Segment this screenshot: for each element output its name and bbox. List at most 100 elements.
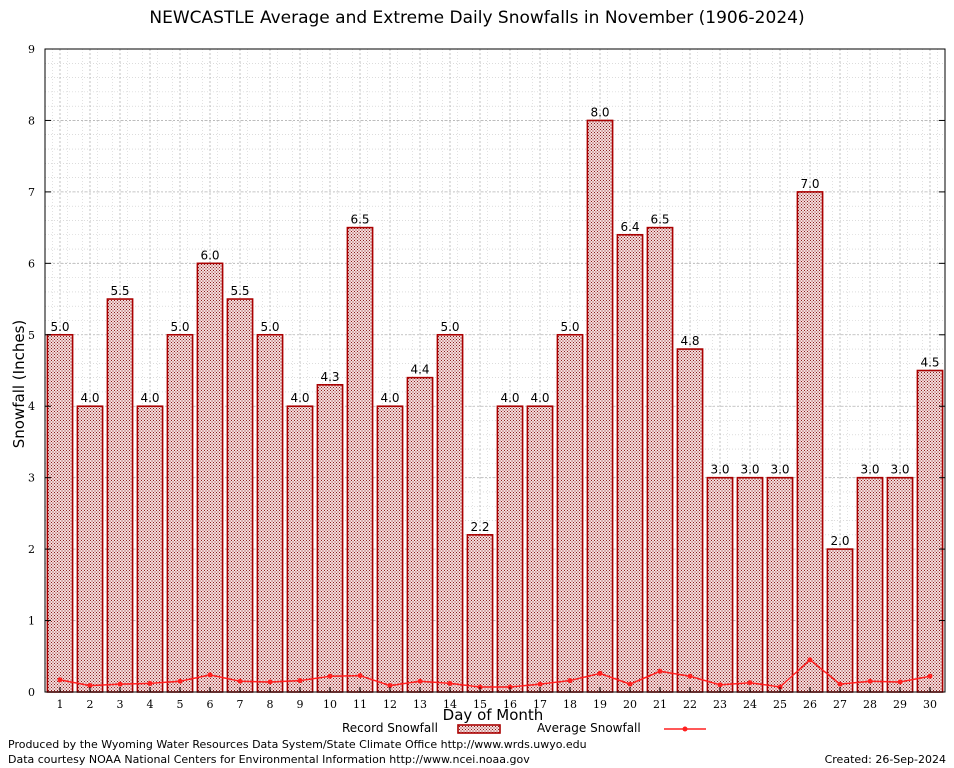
bar-day-13 <box>406 376 434 693</box>
average-point-day-7 <box>237 678 243 684</box>
bar-value-label: 2.0 <box>830 534 849 548</box>
bar-value-label: 4.8 <box>680 334 699 348</box>
x-tick-label: 7 <box>237 698 244 711</box>
bar-value-label: 6.4 <box>620 220 639 234</box>
legend-record-label: Record Snowfall <box>342 721 438 735</box>
bar-value-label: 5.0 <box>440 320 459 334</box>
bar-value-label: 5.5 <box>110 284 129 298</box>
average-line <box>57 657 933 690</box>
bar-day-18 <box>556 333 584 693</box>
average-point-day-27 <box>837 681 843 687</box>
x-tick-label: 16 <box>503 698 517 711</box>
y-tick-label: 8 <box>28 114 35 127</box>
bar-value-label: 4.4 <box>410 363 429 377</box>
bar-day-30 <box>916 369 944 693</box>
average-point-day-14 <box>447 680 453 686</box>
average-point-day-6 <box>207 672 213 678</box>
bar-day-14 <box>436 333 464 693</box>
average-point-day-1 <box>57 677 63 683</box>
x-tick-label: 19 <box>593 698 607 711</box>
bar-value-label: 4.0 <box>290 391 309 405</box>
bar-day-27 <box>826 548 854 693</box>
bar-day-25 <box>766 476 794 693</box>
bar-day-7 <box>226 298 254 693</box>
bar-value-label: 6.0 <box>200 248 219 262</box>
bar-value-label: 3.0 <box>860 463 879 477</box>
y-tick-label: 5 <box>28 329 35 342</box>
bar-day-26 <box>796 191 824 693</box>
x-tick-label: 12 <box>383 698 397 711</box>
y-tick-label: 6 <box>28 257 35 270</box>
x-tick-label: 24 <box>743 698 757 711</box>
bar-day-24 <box>736 476 764 693</box>
average-point-day-5 <box>177 678 183 684</box>
bar-day-15 <box>466 534 494 693</box>
x-tick-label: 27 <box>833 698 847 711</box>
bar-day-4 <box>136 405 164 693</box>
x-tick-label: 21 <box>653 698 667 711</box>
x-tick-label: 8 <box>267 698 274 711</box>
average-point-day-23 <box>717 682 723 688</box>
average-point-day-18 <box>567 678 573 684</box>
x-axis-label: Day of Month <box>442 706 544 724</box>
bar-value-label: 4.3 <box>320 370 339 384</box>
bar-day-28 <box>856 476 884 693</box>
y-tick-label: 9 <box>28 43 35 56</box>
bar-value-label: 3.0 <box>890 463 909 477</box>
x-tick-label: 30 <box>923 698 937 711</box>
y-tick-label: 0 <box>28 686 35 699</box>
bar-value-label: 4.5 <box>920 356 939 370</box>
bar-day-17 <box>526 405 554 693</box>
bar-value-label: 3.0 <box>740 463 759 477</box>
y-tick-label: 2 <box>28 543 35 556</box>
average-point-day-15 <box>477 684 483 690</box>
x-tick-label: 6 <box>207 698 214 711</box>
average-point-day-29 <box>897 679 903 685</box>
bar-value-label: 3.0 <box>770 463 789 477</box>
footer-produced-by: Produced by the Wyoming Water Resources … <box>8 738 587 751</box>
y-tick-label: 1 <box>28 615 35 628</box>
average-point-day-13 <box>417 678 423 684</box>
bar-value-label: 5.0 <box>50 320 69 334</box>
bar-value-label: 4.0 <box>80 391 99 405</box>
y-tick-label: 4 <box>28 400 35 413</box>
x-tick-label: 18 <box>563 698 577 711</box>
y-tick-label: 3 <box>28 472 35 485</box>
bar-value-label: 5.0 <box>560 320 579 334</box>
bar-day-6 <box>196 262 224 693</box>
bar-day-11 <box>346 226 374 693</box>
bar-day-5 <box>166 333 194 693</box>
x-tick-label: 3 <box>117 698 124 711</box>
bar-day-8 <box>256 333 284 693</box>
average-point-day-8 <box>267 679 273 685</box>
bar-value-label: 7.0 <box>800 177 819 191</box>
x-tick-label: 25 <box>773 698 787 711</box>
x-tick-label: 10 <box>323 698 337 711</box>
bar-day-12 <box>376 405 404 693</box>
average-point-day-11 <box>357 673 363 679</box>
bar-value-label: 6.5 <box>650 213 669 227</box>
bar-value-label: 8.0 <box>590 105 609 119</box>
chart-title: NEWCASTLE Average and Extreme Daily Snow… <box>149 8 805 28</box>
bar-day-9 <box>286 405 314 693</box>
x-tick-label: 5 <box>177 698 184 711</box>
bar-value-label: 5.0 <box>260 320 279 334</box>
average-point-day-3 <box>117 681 123 687</box>
plot-frame <box>44 48 946 693</box>
average-point-day-10 <box>327 673 333 679</box>
legend-average-marker <box>682 726 688 732</box>
x-tick-label: 26 <box>803 698 817 711</box>
bar-day-29 <box>886 476 914 693</box>
x-tick-label: 1 <box>57 698 64 711</box>
legend-average-label: Average Snowfall <box>537 721 641 735</box>
average-point-day-20 <box>627 681 633 687</box>
average-point-day-25 <box>777 684 783 690</box>
average-point-day-12 <box>387 683 393 689</box>
x-tick-label: 13 <box>413 698 427 711</box>
x-tick-label: 29 <box>893 698 907 711</box>
average-point-day-9 <box>297 678 303 684</box>
x-tick-label: 14 <box>443 698 457 711</box>
average-point-day-30 <box>927 673 933 679</box>
